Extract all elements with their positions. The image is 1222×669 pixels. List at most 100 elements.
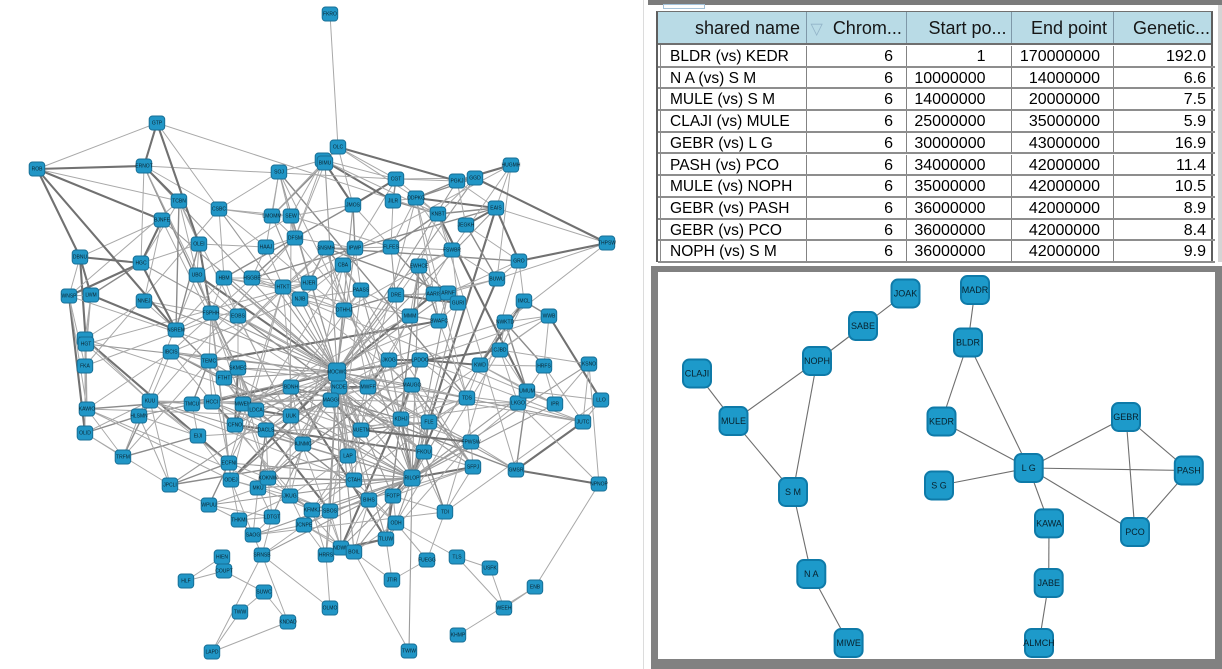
svg-text:HRFS: HRFS: [537, 364, 551, 370]
svg-text:BLDR: BLDR: [956, 338, 981, 348]
svg-text:MADR: MADR: [962, 285, 989, 295]
svg-text:NDWH: NDWH: [333, 546, 349, 552]
svg-text:HLSMN: HLSMN: [130, 414, 148, 420]
svg-text:GTP: GTP: [152, 121, 163, 127]
svg-text:GEBR: GEBR: [1113, 412, 1139, 422]
svg-text:CBA: CBA: [338, 263, 349, 269]
svg-text:CGT: CGT: [391, 177, 402, 183]
svg-text:HTKT: HTKT: [276, 285, 289, 291]
svg-text:KHMP: KHMP: [451, 633, 466, 639]
svg-text:IMCL: IMCL: [518, 299, 530, 305]
svg-text:ODPKG: ODPKG: [407, 196, 425, 202]
svg-text:HAAJ: HAAJ: [260, 245, 273, 251]
svg-text:TLS: TLS: [452, 555, 462, 561]
svg-text:LDTGT: LDTGT: [264, 515, 280, 521]
svg-text:COUPT: COUPT: [215, 569, 233, 575]
svg-text:JOAK: JOAK: [894, 289, 918, 299]
svg-text:TDI: TDI: [441, 510, 449, 516]
svg-text:SKMEC: SKMEC: [229, 366, 247, 372]
svg-text:WEEH: WEEH: [497, 606, 512, 612]
svg-text:OLC: OLC: [333, 145, 344, 151]
svg-text:IBCIS: IBCIS: [164, 350, 178, 356]
svg-text:KDHJ: KDHJ: [394, 417, 408, 423]
svg-text:ODH: ODH: [390, 521, 402, 527]
svg-text:FOTP: FOTP: [386, 494, 400, 500]
svg-text:CTAH: CTAH: [347, 478, 361, 484]
svg-text:KAWIO: KAWIO: [79, 407, 96, 413]
svg-text:ALMCH: ALMCH: [1023, 638, 1055, 648]
svg-text:SAOG: SAOG: [246, 533, 261, 539]
svg-text:HGC: HGC: [135, 261, 147, 267]
svg-text:LPDOO: LPDOO: [411, 358, 429, 364]
svg-text:IPR: IPR: [551, 402, 560, 408]
svg-text:MWEM: MWEM: [235, 402, 251, 408]
svg-text:HBM: HBM: [218, 276, 229, 282]
svg-text:LMOMM: LMOMM: [262, 214, 281, 220]
svg-text:LAPD: LAPD: [205, 650, 218, 656]
svg-text:MIWE: MIWE: [836, 638, 861, 648]
svg-text:HUGMH: HUGMH: [502, 163, 521, 169]
svg-text:HLF: HLF: [181, 579, 190, 585]
svg-text:ERNOT: ERNOT: [135, 164, 153, 170]
svg-text:AARIS: AARIS: [426, 292, 442, 298]
svg-text:EIJI: EIJI: [194, 434, 203, 440]
svg-text:NOPH: NOPH: [804, 356, 830, 366]
svg-text:TCBN: TCBN: [172, 199, 186, 205]
svg-text:KOKNW: KOKNW: [259, 476, 278, 482]
svg-text:FLE: FLE: [424, 420, 434, 426]
svg-text:CJBD: CJBD: [493, 348, 506, 354]
svg-text:LKGO: LKGO: [511, 401, 525, 407]
svg-text:UBO: UBO: [192, 273, 203, 279]
svg-text:MOCWC: MOCWC: [327, 370, 347, 376]
svg-text:HJER: HJER: [302, 281, 315, 287]
svg-text:HIEN: HIEN: [216, 555, 228, 561]
svg-text:OLID: OLID: [79, 431, 91, 437]
svg-text:EWHCE: EWHCE: [410, 264, 429, 270]
svg-text:JUTC: JUTC: [577, 420, 590, 426]
svg-text:JKOG: JKOG: [382, 358, 396, 364]
svg-text:EAIS: EAIS: [490, 206, 502, 212]
svg-text:LWM: LWM: [85, 293, 96, 299]
svg-text:KNDAD: KNDAD: [279, 620, 297, 626]
svg-text:BIHS: BIHS: [363, 498, 375, 504]
svg-text:ECFNI: ECFNI: [222, 461, 237, 467]
svg-text:USFK: USFK: [483, 566, 497, 572]
svg-text:NWKTD: NWKTD: [496, 320, 515, 326]
svg-text:GURI: GURI: [452, 301, 465, 307]
svg-text:NJIB: NJIB: [295, 297, 307, 303]
svg-text:SNSMH: SNSMH: [317, 246, 335, 252]
svg-text:JABE: JABE: [1037, 578, 1060, 588]
svg-text:GGD: GGD: [469, 176, 481, 182]
svg-text:HRRS: HRRS: [319, 553, 334, 559]
svg-text:NSREM: NSREM: [167, 328, 185, 334]
svg-text:FKRO: FKRO: [323, 12, 337, 18]
svg-text:S M: S M: [785, 487, 801, 497]
svg-text:TWIW: TWIW: [402, 649, 416, 655]
svg-text:SFPJ: SFPJ: [467, 465, 480, 471]
svg-text:PASH: PASH: [1177, 466, 1201, 476]
svg-text:FSPHH: FSPHH: [203, 311, 220, 317]
svg-text:DRE: DRE: [391, 293, 402, 299]
svg-text:BOIL: BOIL: [348, 550, 360, 556]
svg-text:NUETM: NUETM: [352, 428, 370, 434]
svg-text:MMM: MMM: [404, 314, 417, 320]
svg-text:OLEI: OLEI: [193, 242, 204, 248]
svg-text:OLMO: OLMO: [323, 606, 338, 612]
svg-text:WPUU: WPUU: [201, 503, 217, 509]
svg-text:JPCLI: JPCLI: [163, 483, 177, 489]
svg-text:PCO: PCO: [1125, 527, 1145, 537]
svg-text:CFNO: CFNO: [228, 423, 242, 429]
svg-text:SOJ: SOJ: [274, 170, 284, 176]
svg-text:FSWBR: FSWBR: [443, 248, 461, 254]
svg-text:MKU: MKU: [252, 486, 264, 492]
svg-text:HCCI: HCCI: [206, 400, 218, 406]
svg-text:JILR: JILR: [388, 199, 399, 205]
svg-text:OTHHJ: OTHHJ: [336, 308, 353, 314]
svg-text:TLUW: TLUW: [379, 537, 393, 543]
svg-text:JMOS: JMOS: [346, 203, 361, 209]
svg-text:FKA: FKA: [80, 364, 90, 370]
svg-text:JCNPE: JCNPE: [296, 523, 313, 529]
svg-text:GMSR: GMSR: [509, 468, 524, 474]
svg-text:FUEGG: FUEGG: [418, 558, 436, 564]
svg-text:WNSP: WNSP: [62, 294, 78, 300]
